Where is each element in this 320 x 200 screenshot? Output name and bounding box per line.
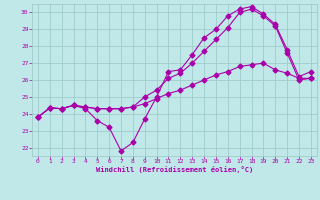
X-axis label: Windchill (Refroidissement éolien,°C): Windchill (Refroidissement éolien,°C) — [96, 166, 253, 173]
